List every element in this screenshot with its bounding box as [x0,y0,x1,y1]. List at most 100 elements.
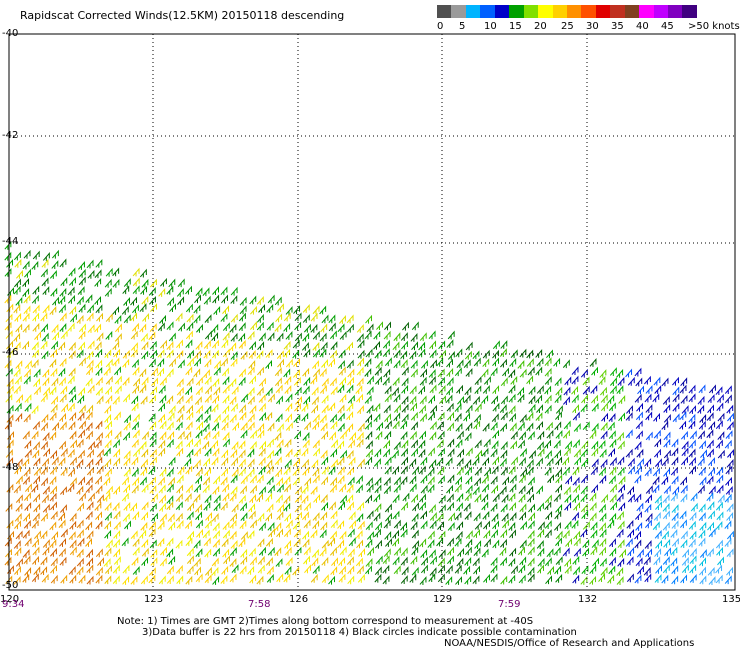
wind-barb [635,522,643,531]
wind-barb [248,349,256,359]
wind-barb [13,285,21,295]
wind-barb [473,547,481,557]
wind-barb [303,421,311,430]
wind-barb [508,574,516,584]
wind-barb [697,404,705,414]
wind-barb [400,475,408,485]
wind-barb [544,520,552,529]
wind-barb [355,557,363,567]
wind-barb [95,484,103,494]
wind-barb [707,404,714,414]
wind-barb [562,429,570,439]
wind-barb [563,447,571,457]
wind-barb [670,557,678,567]
wind-barb [256,493,264,502]
wind-barb [78,420,86,430]
wind-barb [328,402,336,412]
wind-barb [7,565,14,575]
wind-barb [276,350,284,360]
wind-barb [599,528,607,538]
time-label-1: 9:34 [2,599,25,610]
wind-barb [203,430,211,440]
wind-barb [77,394,85,404]
wind-barb [132,285,140,295]
wind-barb [247,565,255,575]
wind-barb [303,395,311,405]
wind-barb [564,376,572,386]
wind-barb [49,306,57,315]
wind-barb [230,313,238,323]
wind-barb [697,395,705,405]
wind-barb [76,314,84,324]
wind-barb [86,259,94,269]
wind-barb [446,339,454,349]
wind-barb [358,548,365,557]
wind-barb [726,503,734,512]
wind-barb [223,555,230,565]
wind-barb [203,457,210,467]
wind-barb [184,519,192,529]
wind-barb [131,484,139,494]
wind-barb [526,375,534,385]
wind-barb [186,411,194,421]
wind-barb [356,404,364,414]
wind-barb [222,394,230,404]
wind-barb [140,466,148,476]
wind-barb [357,349,365,359]
wind-barb [105,539,113,548]
wind-barb [698,420,706,430]
wind-barb [411,466,419,475]
wind-barb [555,456,563,466]
wind-barb [40,440,48,450]
wind-barb [222,322,230,332]
wind-barb [193,493,201,503]
wind-barb [49,411,57,421]
wind-barb [229,573,237,583]
wind-barb [69,305,77,315]
wind-barb [419,430,426,440]
wind-barb [293,414,301,423]
wind-barb [456,492,464,502]
wind-barb [168,555,176,565]
wind-barb [376,421,383,431]
lon-label-120: 120 [0,594,20,605]
wind-barb [400,575,408,584]
wind-barb [312,420,319,430]
wind-barb [474,493,482,503]
wind-barb [302,538,310,548]
wind-barb [410,332,418,342]
wind-barb [211,512,219,522]
wind-barb [518,485,526,494]
wind-barb [555,537,562,547]
wind-barb [50,287,58,297]
wind-barb [238,368,246,378]
wind-barb [536,441,544,450]
wind-barb [419,412,427,422]
wind-barb [373,330,381,340]
wind-barb [176,519,184,529]
wind-barb [113,520,121,530]
wind-barb [418,465,426,475]
wind-barb [31,573,39,583]
lat-label-40: -40 [2,28,19,39]
wind-barb [213,494,221,504]
wind-barb [617,557,625,567]
wind-barb [382,555,390,565]
wind-barb [112,538,120,548]
wind-barb [32,322,40,332]
wind-barb [509,512,517,521]
wind-barb [68,566,76,575]
wind-barb [644,457,652,467]
wind-barb [652,476,660,485]
colorbar-label: 10 [484,21,497,32]
wind-barb [508,405,516,414]
wind-barb [645,404,653,413]
wind-barb [4,240,12,250]
colorbar-swatch [668,5,683,18]
wind-barb [662,510,670,520]
wind-barb [464,546,472,556]
wind-barb [492,493,500,503]
wind-barb [85,366,93,376]
wind-barb [258,456,266,466]
